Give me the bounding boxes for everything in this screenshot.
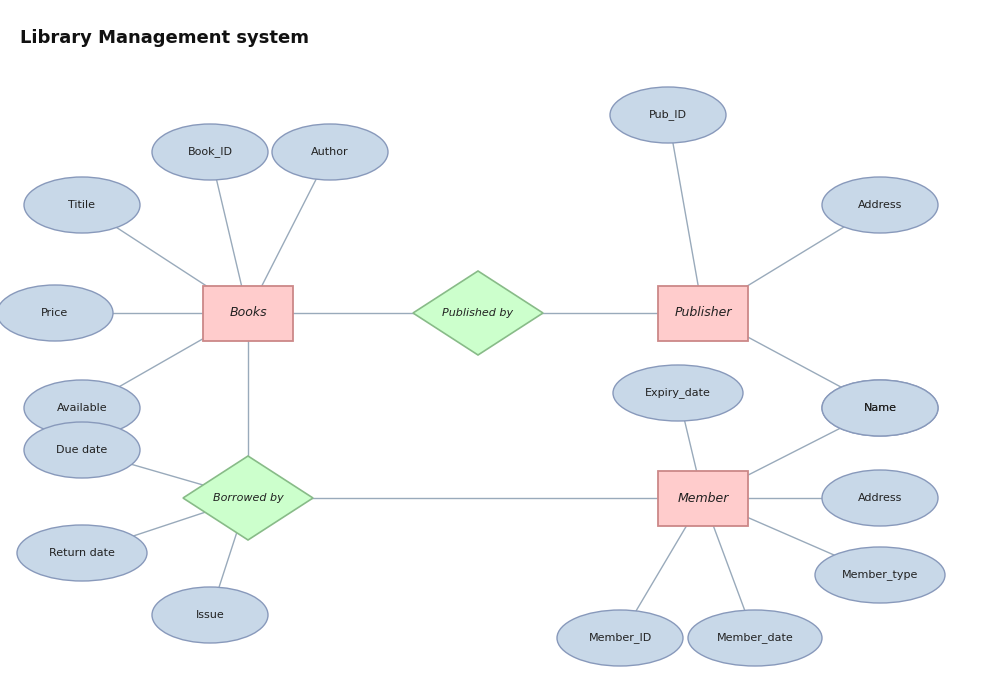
FancyBboxPatch shape	[658, 470, 748, 526]
Ellipse shape	[822, 177, 938, 233]
Text: Expiry_date: Expiry_date	[645, 387, 711, 398]
Ellipse shape	[152, 587, 268, 643]
Text: Author: Author	[312, 147, 349, 157]
Ellipse shape	[24, 177, 140, 233]
Ellipse shape	[17, 525, 147, 581]
Text: Published by: Published by	[443, 308, 514, 318]
Ellipse shape	[822, 470, 938, 526]
Text: Member_date: Member_date	[717, 633, 794, 644]
Text: Name: Name	[864, 403, 896, 413]
Text: Books: Books	[229, 306, 267, 319]
FancyBboxPatch shape	[203, 285, 293, 340]
Ellipse shape	[0, 285, 113, 341]
Text: Library Management system: Library Management system	[20, 29, 309, 47]
Text: Return date: Return date	[49, 548, 115, 558]
Ellipse shape	[613, 365, 743, 421]
Text: Price: Price	[41, 308, 69, 318]
Text: Due date: Due date	[56, 445, 107, 455]
Ellipse shape	[24, 380, 140, 436]
Text: Available: Available	[56, 403, 107, 413]
Ellipse shape	[815, 547, 945, 603]
Text: Name: Name	[864, 403, 896, 413]
Text: Titile: Titile	[68, 200, 96, 210]
Text: Issue: Issue	[195, 610, 225, 620]
Polygon shape	[183, 456, 313, 540]
Ellipse shape	[610, 87, 726, 143]
Text: Member_ID: Member_ID	[589, 633, 652, 644]
Text: Member_type: Member_type	[842, 570, 918, 580]
Ellipse shape	[822, 380, 938, 436]
Text: Borrowed by: Borrowed by	[213, 493, 283, 503]
Ellipse shape	[272, 124, 388, 180]
Ellipse shape	[688, 610, 822, 666]
Text: Address: Address	[858, 493, 902, 503]
Text: Pub_ID: Pub_ID	[649, 110, 687, 120]
Ellipse shape	[24, 422, 140, 478]
Ellipse shape	[152, 124, 268, 180]
Text: Address: Address	[858, 200, 902, 210]
Ellipse shape	[822, 380, 938, 436]
Polygon shape	[413, 271, 543, 355]
Text: Publisher: Publisher	[674, 306, 732, 319]
FancyBboxPatch shape	[658, 285, 748, 340]
Text: Member: Member	[677, 491, 729, 505]
Text: Book_ID: Book_ID	[187, 147, 233, 157]
Ellipse shape	[557, 610, 683, 666]
